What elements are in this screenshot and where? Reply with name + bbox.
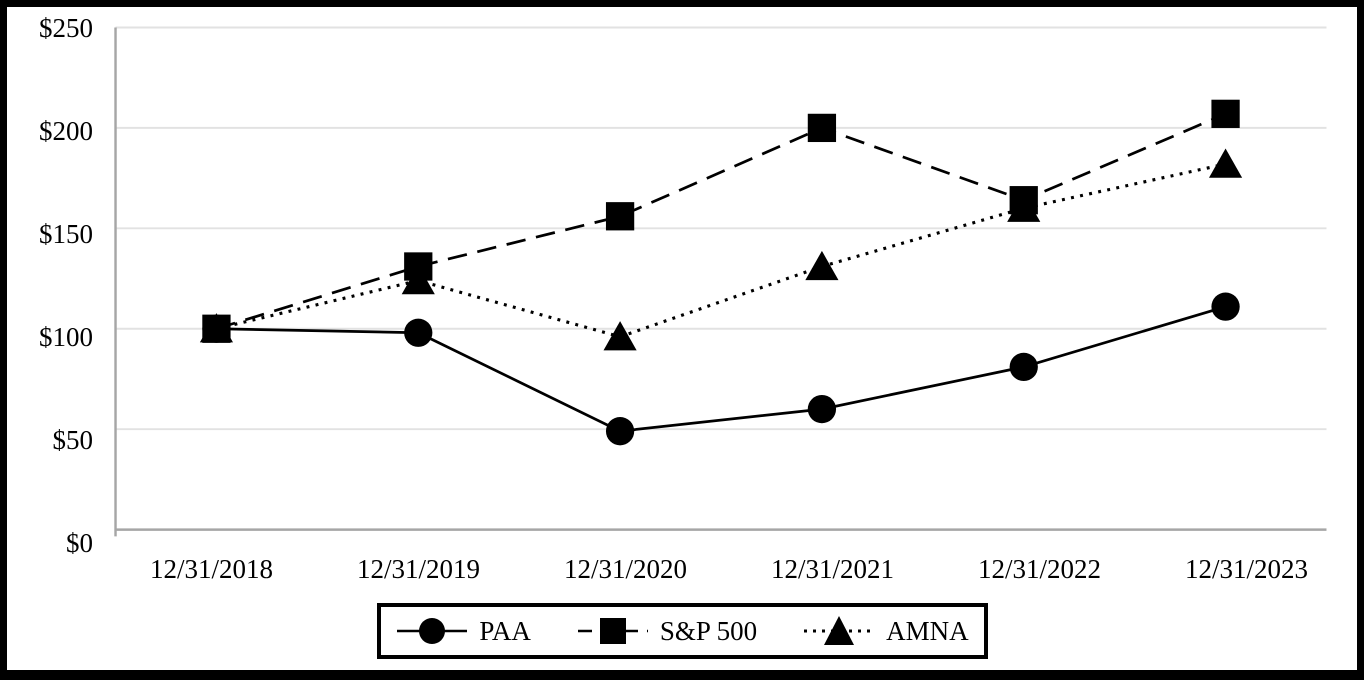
amna-triangle-marker <box>603 321 637 351</box>
dashed-line-square-marker-icon <box>577 618 648 644</box>
paa-line <box>216 305 1226 433</box>
y-tick-label: $150 <box>39 219 93 249</box>
x-tick-label: 12/31/2020 <box>563 554 687 584</box>
legend-label-amna: AMNA <box>886 615 969 646</box>
y-tick-label: $0 <box>66 528 93 558</box>
legend-item-sp500: S&P 500 <box>577 614 757 648</box>
s-p-500-square-marker <box>1211 99 1240 128</box>
y-tick-label: $250 <box>39 13 93 43</box>
y-tick-label: $50 <box>52 425 94 455</box>
dotted-line-triangle-marker-icon <box>804 616 875 645</box>
paa-circle-marker <box>404 318 433 347</box>
x-tick-label: 12/31/2019 <box>356 554 480 584</box>
legend-item-paa: PAA <box>396 614 531 648</box>
amna-triangle-marker <box>1007 192 1041 222</box>
s-p-500-square-marker <box>807 113 837 143</box>
amna-line <box>216 162 1226 339</box>
paa-circle-marker <box>807 394 837 424</box>
x-tick-label: 12/31/2018 <box>149 554 273 584</box>
legend-label-paa: PAA <box>479 615 531 646</box>
x-tick-label: 12/31/2022 <box>977 554 1101 584</box>
solid-line-circle-marker-icon <box>397 618 468 644</box>
legend-item-amna: AMNA <box>803 614 969 648</box>
s-p-500-square-marker <box>605 202 635 231</box>
y-tick-label: $100 <box>39 322 93 352</box>
line-chart-plot-area <box>114 26 1327 537</box>
legend-label-sp500: S&P 500 <box>659 615 758 646</box>
amna-triangle-marker <box>199 313 234 343</box>
s-p-500-line <box>216 112 1227 331</box>
paa-circle-marker <box>605 417 635 446</box>
x-tick-label: 12/31/2021 <box>770 554 894 584</box>
amna-triangle-marker <box>1208 148 1243 178</box>
chart-legend: PAA S&P 500 AMNA <box>377 603 988 659</box>
amna-triangle-marker <box>805 250 839 281</box>
amna-triangle-marker <box>401 264 435 295</box>
x-tick-label: 12/31/2023 <box>1184 554 1308 584</box>
paa-circle-marker <box>1211 292 1240 321</box>
paa-circle-marker <box>1009 352 1038 382</box>
y-tick-label: $200 <box>39 116 93 146</box>
